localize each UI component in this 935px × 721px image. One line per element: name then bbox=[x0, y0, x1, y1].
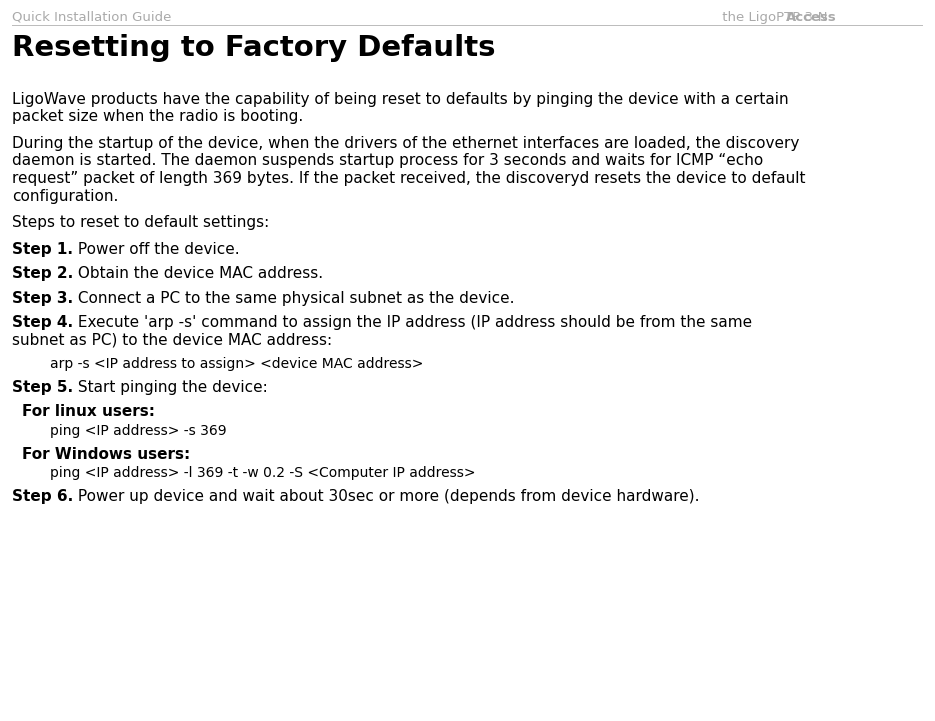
Text: Step 5.: Step 5. bbox=[12, 380, 73, 395]
Text: Step 2.: Step 2. bbox=[12, 266, 73, 281]
Text: Execute 'arp -s' command to assign the IP address (IP address should be from the: Execute 'arp -s' command to assign the I… bbox=[73, 315, 753, 330]
Text: configuration.: configuration. bbox=[12, 188, 119, 203]
Text: For linux users:: For linux users: bbox=[22, 404, 155, 420]
Text: Step 4.: Step 4. bbox=[12, 315, 73, 330]
Text: Access: Access bbox=[786, 11, 837, 24]
Text: For Windows users:: For Windows users: bbox=[22, 447, 190, 462]
Text: Power up device and wait about 30sec or more (depends from device hardware).: Power up device and wait about 30sec or … bbox=[73, 490, 699, 505]
Text: Power off the device.: Power off the device. bbox=[73, 242, 239, 257]
Text: daemon is started. The daemon suspends startup process for 3 seconds and waits f: daemon is started. The daemon suspends s… bbox=[12, 154, 763, 169]
Text: Step 3.: Step 3. bbox=[12, 291, 73, 306]
Text: Quick Installation Guide: Quick Installation Guide bbox=[12, 11, 171, 24]
Text: the LigoPTP 3-N: the LigoPTP 3-N bbox=[718, 11, 827, 24]
Text: request” packet of length 369 bytes. If the packet received, the discoveryd rese: request” packet of length 369 bytes. If … bbox=[12, 171, 805, 186]
Text: LigoWave products have the capability of being reset to defaults by pinging the : LigoWave products have the capability of… bbox=[12, 92, 788, 107]
Text: During the startup of the device, when the drivers of the ethernet interfaces ar: During the startup of the device, when t… bbox=[12, 136, 799, 151]
Text: ping <IP address> -s 369: ping <IP address> -s 369 bbox=[50, 424, 226, 438]
Text: packet size when the radio is booting.: packet size when the radio is booting. bbox=[12, 110, 303, 125]
Text: Resetting to Factory Defaults: Resetting to Factory Defaults bbox=[12, 34, 496, 62]
Text: ping <IP address> -l 369 -t -w 0.2 -S <Computer IP address>: ping <IP address> -l 369 -t -w 0.2 -S <C… bbox=[50, 466, 476, 480]
Text: Step 6.: Step 6. bbox=[12, 490, 73, 505]
Text: subnet as PC) to the device MAC address:: subnet as PC) to the device MAC address: bbox=[12, 332, 332, 348]
Text: Connect a PC to the same physical subnet as the device.: Connect a PC to the same physical subnet… bbox=[73, 291, 514, 306]
Text: Obtain the device MAC address.: Obtain the device MAC address. bbox=[73, 266, 324, 281]
Text: Start pinging the device:: Start pinging the device: bbox=[73, 380, 267, 395]
Text: arp -s <IP address to assign> <device MAC address>: arp -s <IP address to assign> <device MA… bbox=[50, 357, 424, 371]
Text: Step 1.: Step 1. bbox=[12, 242, 73, 257]
Text: Steps to reset to default settings:: Steps to reset to default settings: bbox=[12, 215, 269, 230]
